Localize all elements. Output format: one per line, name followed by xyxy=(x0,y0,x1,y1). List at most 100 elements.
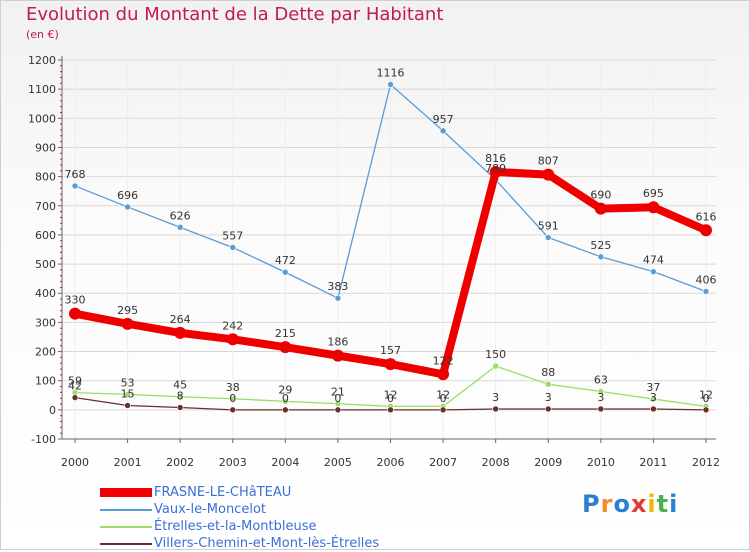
data-label: 12 xyxy=(436,388,450,401)
data-label: 242 xyxy=(222,319,243,332)
logo-letter: x xyxy=(630,490,648,518)
data-point xyxy=(334,294,342,302)
y-tick-label: 0 xyxy=(49,404,56,417)
data-label: 63 xyxy=(594,373,608,386)
data-label: 122 xyxy=(433,354,454,367)
data-label: 816 xyxy=(485,152,506,165)
data-label: 29 xyxy=(278,383,292,396)
y-tick-label: 1100 xyxy=(28,83,56,96)
legend-swatch xyxy=(100,488,152,497)
data-point xyxy=(331,349,344,362)
data-label: 295 xyxy=(117,304,138,317)
data-point xyxy=(279,341,292,354)
data-label: 616 xyxy=(696,210,717,223)
logo-letter: r xyxy=(600,490,614,518)
data-label: 330 xyxy=(65,294,86,307)
data-label: 0 xyxy=(334,392,341,405)
data-label: 406 xyxy=(696,273,717,286)
x-tick-label: 2001 xyxy=(114,456,142,469)
data-label: 15 xyxy=(121,387,135,400)
logo-letter: t xyxy=(656,490,670,518)
chart-title: Evolution du Montant de la Dette par Hab… xyxy=(26,4,444,25)
data-label: 957 xyxy=(433,113,454,126)
x-tick-label: 2011 xyxy=(639,456,667,469)
data-point xyxy=(334,406,342,414)
data-label: 38 xyxy=(226,381,240,394)
data-label: 1116 xyxy=(377,66,405,79)
y-tick-label: 1000 xyxy=(28,112,56,125)
data-point xyxy=(647,201,660,214)
data-label: 626 xyxy=(170,209,191,222)
x-tick-label: 2004 xyxy=(271,456,299,469)
x-tick-label: 2008 xyxy=(482,456,510,469)
data-point xyxy=(542,168,555,181)
data-label: 264 xyxy=(170,313,191,326)
x-tick-label: 2006 xyxy=(377,456,405,469)
data-point xyxy=(650,405,657,413)
x-tick-label: 2005 xyxy=(324,456,352,469)
data-point xyxy=(176,393,184,401)
data-point xyxy=(437,368,450,381)
data-point xyxy=(594,202,607,215)
data-label: 472 xyxy=(275,254,296,267)
legend-label: Étrelles-et-la-Montbleuse xyxy=(154,519,317,534)
data-label: 0 xyxy=(229,392,236,405)
data-label: 807 xyxy=(538,155,559,168)
data-label: 789 xyxy=(485,162,506,175)
legend-swatch xyxy=(100,543,152,545)
x-tick-label: 2010 xyxy=(587,456,615,469)
data-point xyxy=(384,358,397,371)
x-tick-label: 2007 xyxy=(429,456,457,469)
data-point xyxy=(387,81,394,88)
data-point xyxy=(702,406,710,414)
data-point xyxy=(124,402,131,409)
data-point xyxy=(597,405,605,413)
data-point xyxy=(229,406,237,414)
y-tick-label: 200 xyxy=(35,346,56,359)
data-point xyxy=(282,398,289,405)
x-tick-label: 2003 xyxy=(219,456,247,469)
data-label: 21 xyxy=(331,386,345,399)
data-label: 690 xyxy=(590,189,611,202)
data-point xyxy=(282,268,289,276)
y-tick-label: 900 xyxy=(35,141,56,154)
data-label: 37 xyxy=(646,381,660,394)
data-point xyxy=(121,317,134,330)
data-label: 3 xyxy=(492,391,499,404)
data-point xyxy=(176,224,184,231)
data-label: 0 xyxy=(282,392,289,405)
logo-letter: o xyxy=(613,490,631,518)
legend-swatch xyxy=(100,509,152,511)
y-tick-label: 500 xyxy=(35,258,56,271)
data-label: 3 xyxy=(597,391,604,404)
y-tick-label: -100 xyxy=(31,433,56,446)
data-point xyxy=(439,406,447,414)
data-point xyxy=(544,380,552,388)
x-tick-label: 2009 xyxy=(534,456,562,469)
data-point xyxy=(489,165,502,178)
data-label: 383 xyxy=(327,280,348,293)
x-tick-label: 2012 xyxy=(692,456,720,469)
data-point xyxy=(650,268,657,275)
data-point xyxy=(176,404,184,411)
legend-label: Vaux-le-Moncelot xyxy=(154,502,266,517)
data-point xyxy=(71,394,79,401)
data-label: 768 xyxy=(65,168,86,181)
data-point xyxy=(174,326,187,339)
data-label: 3 xyxy=(650,391,657,404)
data-point xyxy=(492,405,499,413)
data-point xyxy=(544,234,552,241)
data-label: 12 xyxy=(699,388,713,401)
y-tick-label: 800 xyxy=(35,171,56,184)
data-point xyxy=(229,395,237,403)
data-point xyxy=(124,391,131,398)
data-point xyxy=(69,307,81,320)
data-point xyxy=(71,182,79,190)
data-point xyxy=(124,203,131,211)
data-label: 157 xyxy=(380,344,401,357)
data-label: 474 xyxy=(643,254,664,267)
data-label: 8 xyxy=(177,390,184,403)
proxiti-logo: Proxiti xyxy=(582,490,678,518)
